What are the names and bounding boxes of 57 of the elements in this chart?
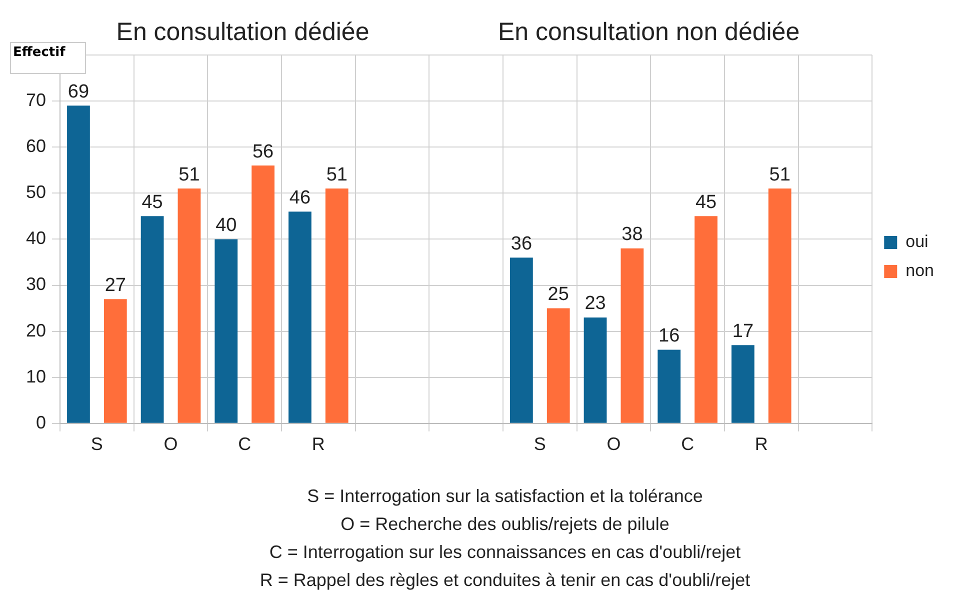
y-tick-label: 60 — [26, 136, 46, 156]
x-tick-label: R — [754, 434, 768, 454]
legend-label: oui — [906, 232, 928, 252]
data-label: 40 — [216, 214, 237, 236]
text: R = Rappel des règles et conduites à tenir en cas d'oubli/rejet — [260, 570, 750, 590]
y-tick-label: 70 — [26, 90, 46, 110]
y-tick-label: 0 — [36, 412, 46, 432]
x-tick-label: C — [238, 434, 252, 454]
data-label: 51 — [326, 164, 348, 186]
data-label: 51 — [769, 164, 790, 186]
data-label: 46 — [289, 187, 311, 208]
data-label: 45 — [142, 192, 163, 213]
data-label: 16 — [658, 325, 680, 346]
x-tick-label: S — [90, 434, 103, 454]
y-tick-label: 40 — [26, 228, 46, 248]
bar — [694, 216, 718, 423]
bar — [325, 188, 348, 423]
bar — [288, 212, 312, 423]
data-label: 69 — [68, 81, 90, 102]
data-label: 27 — [104, 274, 126, 296]
data-label: 17 — [732, 320, 754, 342]
x-tick-label: O — [606, 434, 621, 454]
data-label: 25 — [548, 284, 569, 306]
bar — [546, 308, 570, 423]
x-tick-label: O — [164, 434, 178, 454]
data-label: 45 — [695, 192, 717, 213]
y-tick-label: 20 — [26, 320, 46, 340]
bar — [768, 188, 792, 423]
y-tick-label: 30 — [26, 274, 46, 294]
data-label: 51 — [178, 164, 200, 186]
data-label: 23 — [584, 293, 606, 314]
bar — [104, 299, 127, 423]
bar — [510, 258, 533, 423]
data-label: 36 — [510, 233, 532, 254]
bar — [620, 248, 644, 423]
bar — [178, 188, 201, 423]
y-tick-label: 50 — [26, 182, 46, 202]
bar — [658, 350, 681, 423]
x-tick-label: S — [534, 434, 546, 454]
bar — [214, 239, 238, 423]
data-label: 38 — [622, 224, 643, 246]
bar — [67, 106, 90, 423]
x-tick-label: R — [312, 434, 325, 454]
y-axis-title: Effectif — [10, 42, 86, 74]
legend-label: non — [906, 261, 934, 280]
bar — [584, 317, 607, 423]
x-tick-label: C — [681, 434, 694, 454]
bar — [252, 166, 274, 423]
text: S = Interrogation sur la satisfaction et la tolérance — [307, 486, 703, 506]
bar — [140, 216, 164, 423]
text: C = Interrogation sur les connaissances en cas d'oubli/rejet — [269, 542, 741, 562]
y-tick-label: 10 — [26, 366, 46, 386]
bar — [731, 345, 754, 423]
data-label: 56 — [252, 141, 274, 162]
text: O = Recherche des oublis/rejets de pilule — [340, 514, 670, 534]
text: En consultation non dédiée — [498, 18, 800, 46]
text: En consultation dédiée — [116, 18, 370, 46]
